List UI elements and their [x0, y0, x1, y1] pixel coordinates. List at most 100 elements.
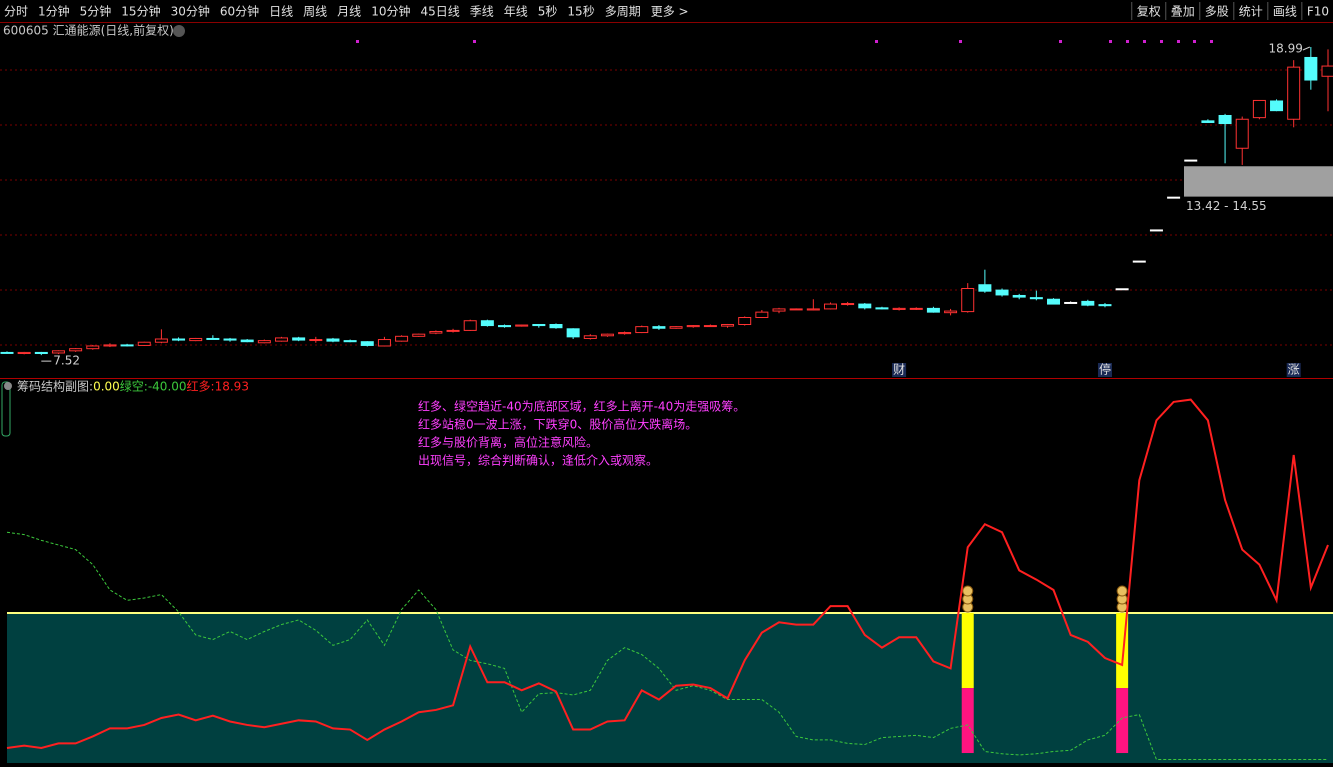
- toolbar-button[interactable]: 复权: [1137, 5, 1161, 19]
- toolbar-bg: [0, 0, 1333, 22]
- candle-body: [17, 351, 31, 355]
- candle-body: [841, 303, 855, 306]
- candle-body: [343, 340, 357, 343]
- toolbar-button[interactable]: 60分钟: [220, 4, 259, 19]
- toolbar-button[interactable]: 1分钟: [38, 4, 70, 19]
- dropdown[interactable]: [173, 25, 185, 37]
- scroll-gauge[interactable]: [1, 381, 11, 437]
- toolbar-button[interactable]: 10分钟: [371, 4, 410, 19]
- toolbar-button[interactable]: 15分钟: [121, 4, 160, 19]
- panel-icon[interactable]: [4, 382, 12, 390]
- signal-yellow: [961, 613, 974, 689]
- candle-body: [206, 337, 220, 340]
- candle-body: [1047, 298, 1061, 305]
- candle-body: [154, 338, 168, 343]
- legend-text: 18.93: [215, 380, 249, 394]
- indicator-line: [6, 531, 1328, 761]
- toolbar-button[interactable]: 统计: [1239, 5, 1263, 19]
- chip-zone-label: 13.42 - 14.55: [1186, 199, 1267, 213]
- candle-body: [566, 328, 580, 338]
- candle-body: [1029, 297, 1043, 300]
- candle-body: [669, 326, 683, 329]
- marker[interactable]: 停: [1099, 362, 1111, 377]
- toolbar-button[interactable]: 季线: [470, 5, 494, 19]
- candle-body: [412, 333, 426, 337]
- toolbar-button[interactable]: 叠加: [1171, 5, 1195, 19]
- toolbar-button[interactable]: 年线: [504, 5, 528, 19]
- candle-body: [326, 338, 340, 342]
- signal-pink: [961, 688, 974, 754]
- toolbar-button[interactable]: 周线: [303, 5, 327, 19]
- candle-body: [600, 333, 614, 337]
- candle-body: [1081, 300, 1095, 306]
- marker[interactable]: 财: [893, 363, 905, 377]
- candle-body: [137, 341, 151, 346]
- toolbar-button[interactable]: 15秒: [567, 5, 594, 19]
- candle-body: [309, 339, 323, 342]
- toolbar-button[interactable]: 多股: [1205, 5, 1229, 19]
- legend-text: 绿空: [120, 379, 144, 394]
- marker[interactable]: 涨: [1288, 362, 1300, 377]
- candle-body: [1132, 260, 1146, 263]
- candle-body: [1012, 294, 1026, 298]
- candle-body: [1098, 304, 1112, 307]
- candle-body: [618, 332, 632, 335]
- toolbar-button[interactable]: 画线: [1273, 5, 1297, 19]
- price-grid: [0, 69, 1333, 346]
- candle-body: [1321, 65, 1333, 77]
- candle-body: [944, 310, 958, 314]
- candle-body: [498, 325, 512, 328]
- candle-body: [446, 329, 460, 332]
- candle-body: [1201, 120, 1215, 123]
- candle-body: [823, 303, 837, 310]
- signal-dots: [356, 40, 1213, 43]
- candle-body: [0, 351, 14, 354]
- toolbar-button[interactable]: 5分钟: [80, 4, 112, 19]
- toolbar-button[interactable]: 30分钟: [171, 4, 210, 19]
- signal-pink: [1116, 688, 1129, 754]
- note: 红多、绿空趋近-40为底部区域，红多上离开-40为走强吸筹。: [418, 399, 745, 414]
- candle-body: [1184, 159, 1198, 162]
- candle-body: [875, 307, 889, 310]
- candle-body: [223, 338, 237, 341]
- candle-body: [721, 323, 735, 327]
- coin: [1116, 585, 1128, 597]
- toolbar-button[interactable]: F10: [1307, 5, 1329, 19]
- candle-body: [103, 344, 117, 347]
- candle-body: [703, 325, 717, 328]
- toolbar-button[interactable]: 多周期: [605, 5, 641, 19]
- toolbar-button[interactable]: 45日线: [420, 5, 459, 19]
- candle-body: [738, 317, 752, 325]
- candle-body: [1218, 114, 1232, 125]
- note: 红多与股价背离，高位注意风险。: [418, 435, 598, 450]
- candle-body: [69, 348, 83, 352]
- toolbar-button[interactable]: 月线: [337, 5, 361, 19]
- candle-body: [1270, 100, 1284, 112]
- candle-body: [172, 338, 186, 341]
- toolbar-button[interactable]: 5秒: [538, 5, 558, 19]
- candle-body: [772, 308, 786, 312]
- candle-body: [257, 340, 271, 344]
- candle-body: [686, 325, 700, 328]
- chip-zone: [1184, 166, 1333, 197]
- note: 出现信号，综合判断确认，逢低介入或观察。: [418, 453, 658, 468]
- toolbar-button[interactable]: 更多 >: [651, 5, 689, 19]
- legend-text: 筹码结构副图: [17, 379, 89, 394]
- candle-body: [395, 335, 409, 342]
- legend-text: -40.00: [148, 380, 187, 394]
- candle-body: [86, 345, 100, 350]
- candle-body: [120, 344, 134, 347]
- indicator-line: [6, 398, 1329, 750]
- high-arrow: [1302, 46, 1311, 51]
- toolbar-button[interactable]: 分时: [4, 5, 28, 19]
- candle-body: [1252, 99, 1266, 119]
- candle-body: [480, 320, 494, 327]
- note: 红多站稳0一波上涨，下跌穿0、股价高位大跌离场。: [418, 417, 697, 432]
- candle-body: [635, 326, 649, 334]
- high-label: 18.99: [1268, 41, 1302, 55]
- toolbar-button[interactable]: 日线: [269, 5, 293, 19]
- stock-title: 600605 汇通能源(日线,前复权): [3, 23, 174, 38]
- candle-body: [806, 308, 820, 311]
